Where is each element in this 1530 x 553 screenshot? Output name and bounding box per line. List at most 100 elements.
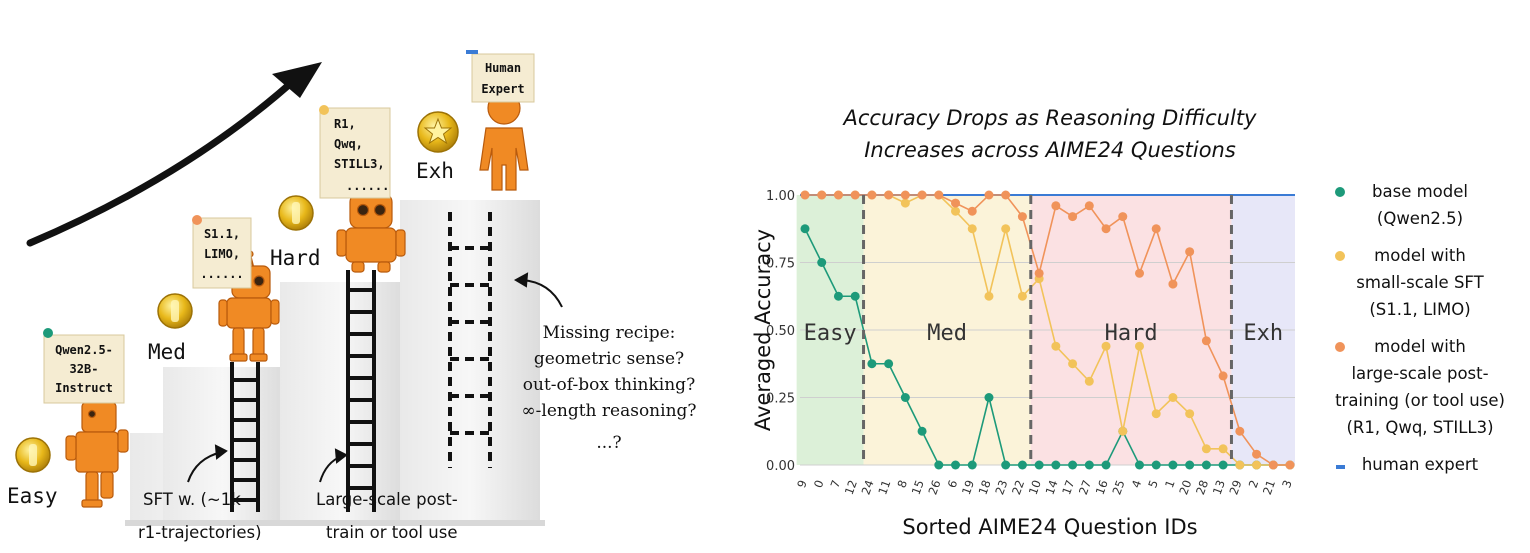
x-tick-label: 22 (1009, 478, 1027, 497)
data-point-base (833, 291, 843, 301)
data-point-base (1034, 460, 1044, 470)
note-exh-line-1: Human (485, 61, 521, 75)
note-easy: Qwen2.5- 32B- Instruct (43, 328, 125, 404)
x-tick-label: 2 (1246, 478, 1262, 490)
note-exh: Human Expert (466, 50, 535, 103)
data-point-base (1134, 460, 1144, 470)
data-point-base (1051, 460, 1061, 470)
data-point-sft (1218, 444, 1228, 454)
data-point-large (967, 206, 977, 216)
x-tick-label: 29 (1226, 478, 1244, 497)
x-tick-label: 0 (811, 478, 827, 490)
legend-text-sft: small-scale SFT (1356, 273, 1484, 292)
dashed-ladder-icon (448, 212, 492, 468)
caption-missing-line-5: ...? (596, 433, 621, 453)
progress-arrow-icon (26, 62, 322, 247)
data-point-base (850, 291, 860, 301)
data-point-base (1168, 460, 1178, 470)
data-point-base (817, 258, 827, 267)
data-point-sft (967, 224, 977, 234)
data-point-large (1101, 224, 1111, 234)
note-hard: R1, Qwq, STILL3, ...... (319, 105, 391, 199)
x-tick-label: 10 (1026, 478, 1044, 497)
human-expert-icon (479, 91, 529, 191)
data-point-base (1151, 460, 1161, 470)
data-point-sft (1118, 426, 1128, 436)
data-point-base (967, 460, 977, 470)
pointer-arrow-large-icon (319, 448, 348, 483)
data-point-base (1084, 460, 1094, 470)
y-tick-label: 0.75 (766, 257, 795, 272)
data-point-large (917, 190, 927, 200)
x-tick-label: 17 (1059, 478, 1077, 497)
x-tick-label: 28 (1193, 478, 1211, 497)
legend-swatch-human-expert (1336, 465, 1345, 469)
data-point-large (833, 190, 843, 200)
chart-title-line-1: Accuracy Drops as Reasoning Difficulty (842, 106, 1258, 130)
data-point-sft (1235, 460, 1245, 470)
data-point-base (800, 224, 810, 234)
x-tick-label: 3 (1279, 478, 1295, 490)
legend-text-large: training (or tool use) (1335, 391, 1505, 410)
data-point-sft (1252, 460, 1262, 470)
caption-sft-line-1: SFT w. (~1k (143, 490, 241, 509)
data-point-large (1084, 201, 1094, 211)
accuracy-chart: Accuracy Drops as Reasoning Difficulty I… (751, 106, 1505, 539)
x-tick-label: 6 (945, 478, 961, 490)
note-med-line-3: ...... (200, 267, 243, 281)
legend-text-large: (R1, Qwq, STILL3) (1346, 418, 1493, 437)
data-point-large (1285, 460, 1295, 470)
data-point-base (900, 393, 910, 402)
legend-swatch-sft (1335, 251, 1345, 261)
ladder-med-icon (230, 362, 260, 512)
legend-text-base: (Qwen2.5) (1377, 209, 1463, 228)
data-point-sft (1017, 291, 1027, 301)
block-hard (280, 282, 402, 522)
data-point-large (1001, 190, 1011, 200)
x-tick-label: 11 (875, 478, 893, 497)
caption-large-line-1: Large-scale post- (316, 490, 458, 509)
data-point-sft (1185, 409, 1195, 419)
caption-sft-line-2: r1-trajectories) (138, 523, 262, 542)
legend-text-human: human expert (1362, 455, 1479, 474)
legend-swatch-base (1335, 187, 1345, 197)
caption-large-line-2: train or tool use (326, 523, 457, 542)
data-point-large (1017, 212, 1027, 222)
difficulty-illustration: Qwen2.5- 32B- Instruct S1.1, LIMO, .....… (7, 50, 697, 542)
data-point-large (1201, 336, 1211, 346)
x-tick-label: 20 (1176, 478, 1194, 497)
x-tick-label: 15 (909, 478, 927, 497)
data-point-base (951, 460, 961, 470)
caption-missing-line-2: geometric sense? (534, 349, 684, 369)
robot-hard-icon (336, 182, 406, 273)
data-point-sft (900, 198, 910, 208)
chart-legend: base model (Qwen2.5) model with small-scale… (1335, 182, 1505, 474)
data-point-large (1185, 247, 1195, 257)
note-med-line-1: S1.1, (204, 227, 240, 241)
data-point-large (1151, 224, 1161, 234)
level-label-hard: Hard (270, 246, 321, 270)
note-hard-line-4: ...... (346, 179, 389, 193)
data-point-large (1218, 371, 1228, 381)
note-med-line-2: LIMO, (204, 247, 240, 261)
data-point-large (1268, 460, 1278, 470)
note-hard-line-3: STILL3, (334, 157, 385, 171)
x-tick-label: 7 (828, 478, 844, 490)
data-point-sft (951, 206, 961, 216)
data-point-large (867, 190, 877, 200)
data-point-large (1134, 268, 1144, 278)
region-labels: Easy Med Hard Exh (804, 195, 1283, 465)
robot-easy-icon (65, 401, 129, 508)
x-tick-label: 24 (859, 478, 877, 497)
note-easy-line-1: Qwen2.5- (55, 343, 113, 357)
level-label-easy: Easy (7, 484, 58, 508)
x-axis-label: Sorted AIME24 Question IDs (902, 515, 1197, 539)
data-point-base (867, 359, 877, 369)
data-point-large (984, 190, 994, 200)
data-point-large (817, 190, 827, 200)
data-point-sft (1051, 341, 1061, 351)
note-easy-line-2: 32B- (70, 362, 99, 376)
data-point-sft (1084, 376, 1094, 386)
y-axis-label: Averaged Accuracy (751, 229, 775, 431)
coin-med-icon (157, 293, 193, 329)
